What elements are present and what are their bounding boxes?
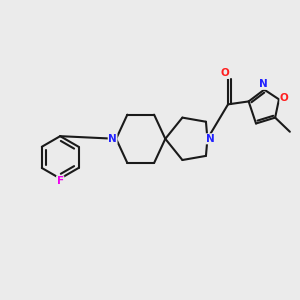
Text: N: N	[206, 134, 215, 144]
Text: O: O	[280, 93, 289, 103]
Text: N: N	[108, 134, 117, 144]
Text: O: O	[221, 68, 230, 78]
Text: F: F	[57, 176, 64, 186]
Text: N: N	[259, 79, 268, 89]
